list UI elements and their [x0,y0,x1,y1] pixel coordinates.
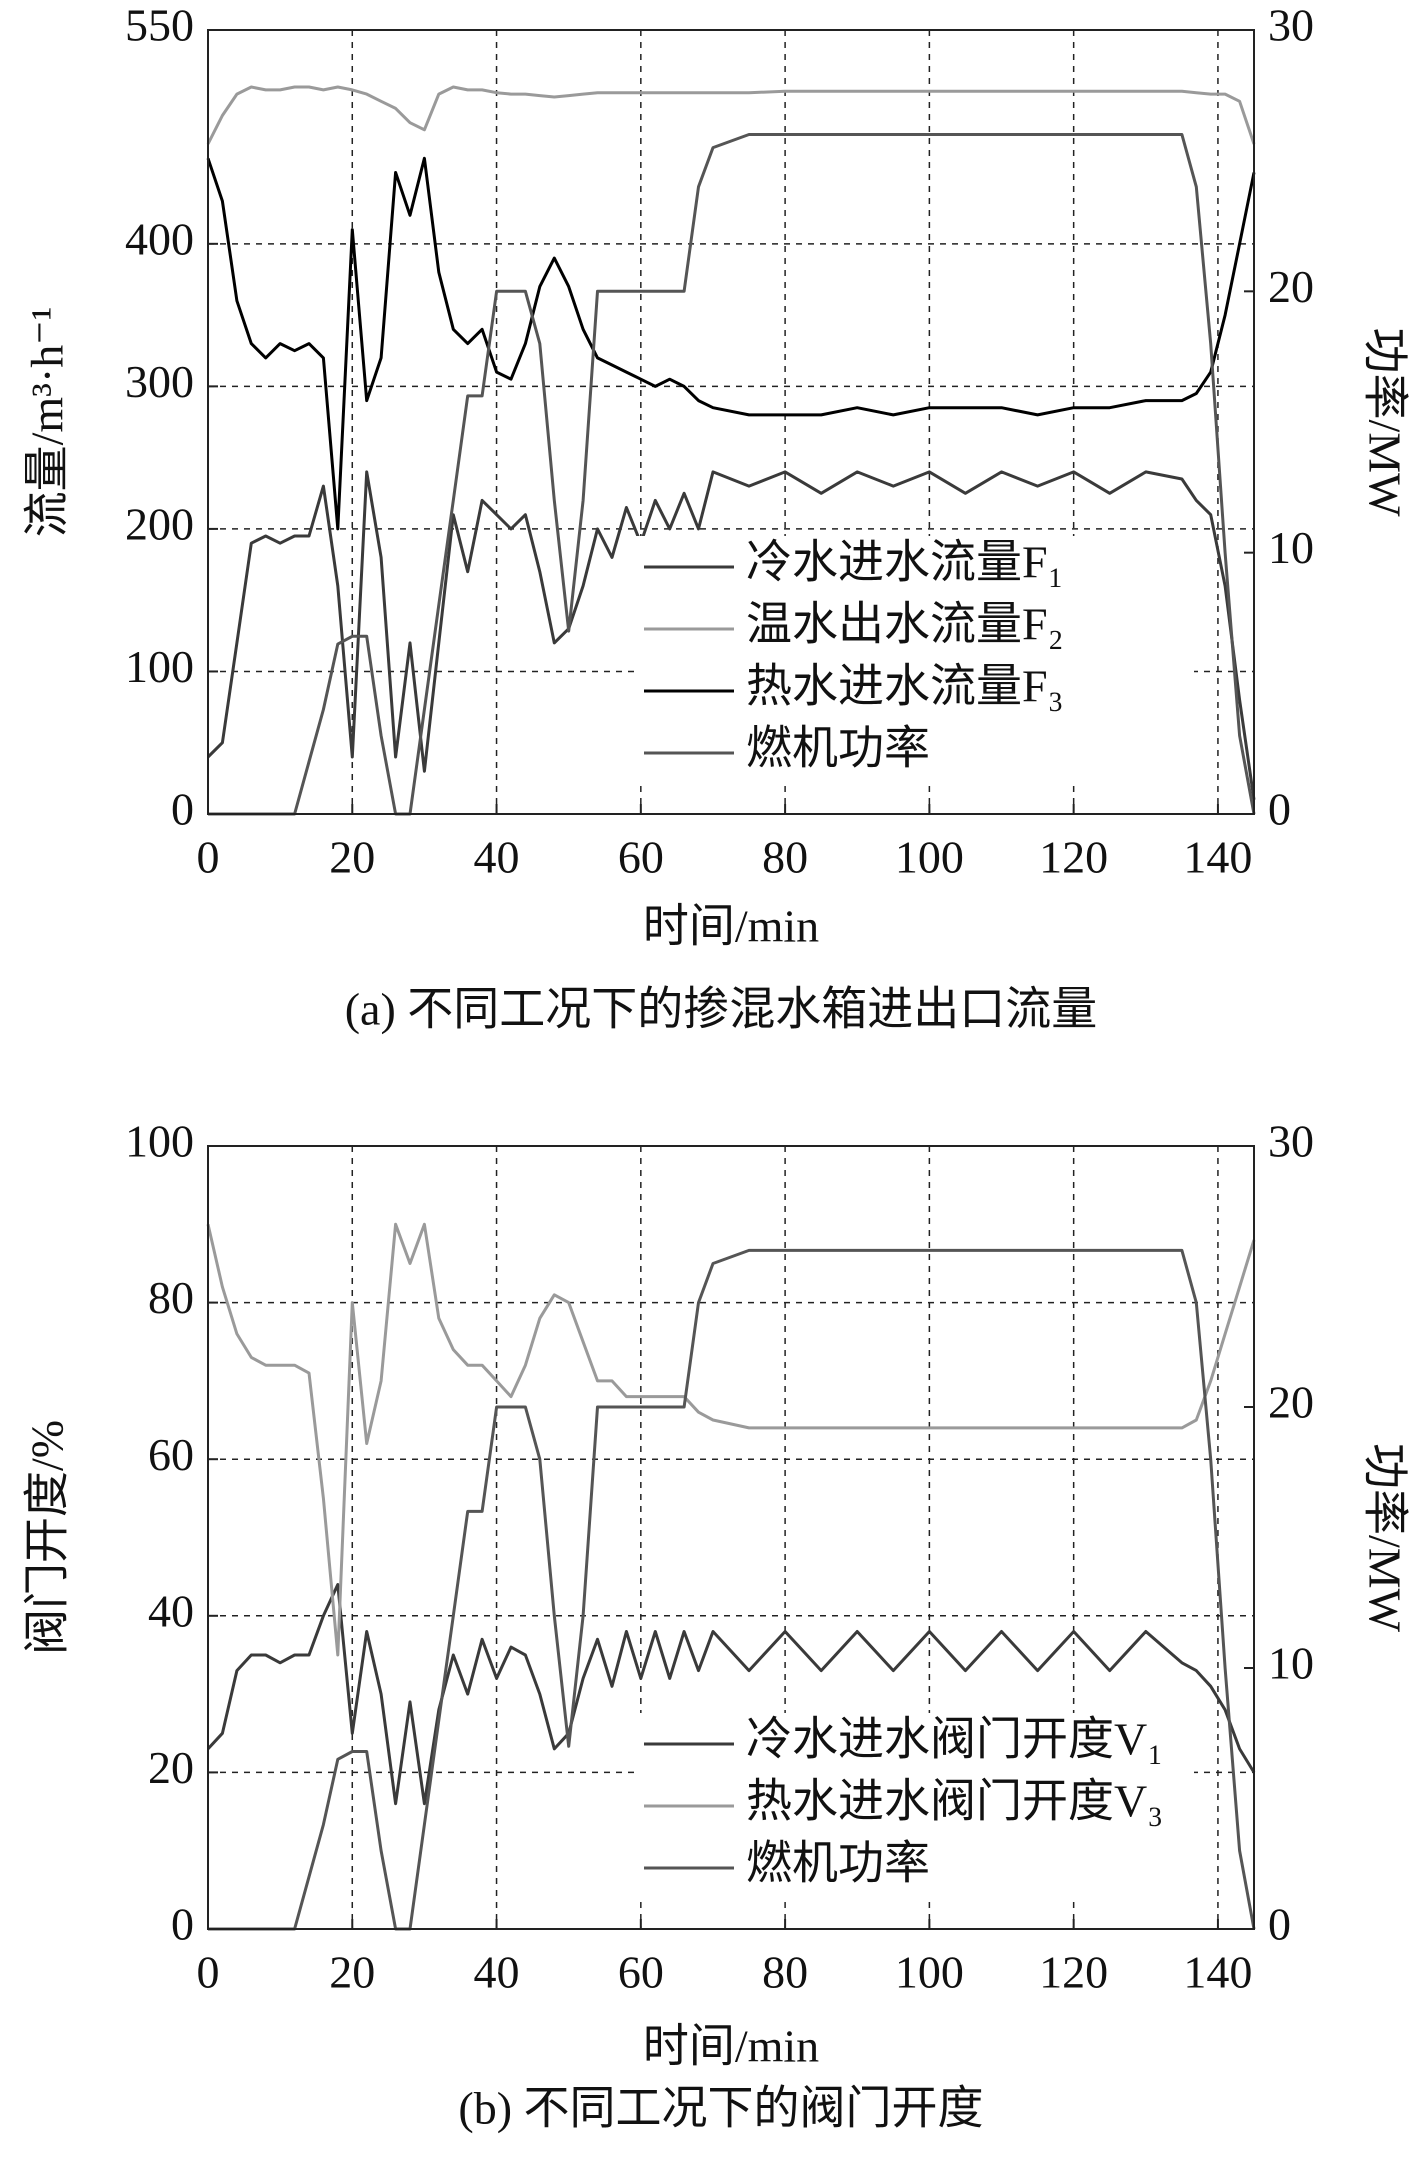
y-tick-label: 100 [125,1116,194,1167]
y2-tick-label: 30 [1268,0,1314,51]
y2-axis-label: 功率/MW [1359,1443,1410,1633]
x-tick-label: 20 [329,1947,375,1998]
y2-tick-label: 10 [1268,522,1314,573]
y2-tick-label: 20 [1268,261,1314,312]
x-tick-label: 140 [1183,1947,1252,1998]
x-tick-label: 80 [762,832,808,883]
y-tick-label: 100 [125,641,194,692]
x-tick-label: 60 [618,1947,664,1998]
y-axis-label: 阀门开度/% [22,1420,73,1655]
x-tick-label: 40 [474,832,520,883]
legend-label: 冷水进水流量F₁ [746,537,1064,588]
plot-frame [207,29,1255,815]
x-tick-label: 0 [197,832,220,883]
y2-tick-label: 10 [1268,1638,1314,1689]
x-tick-label: 80 [762,1947,808,1998]
caption: (b) 不同工况下的阀门开度 [458,2083,983,2134]
x-tick-label: 20 [329,832,375,883]
legend-label: 温水出水流量F₂ [746,599,1064,650]
legend-label: 热水进水流量F₃ [746,661,1064,712]
legend-label: 热水进水阀门开度V₃ [746,1776,1163,1827]
x-tick-label: 100 [895,832,964,883]
x-tick-label: 100 [895,1947,964,1998]
x-tick-label: 120 [1039,1947,1108,1998]
series-line [206,85,1256,145]
x-tick-label: 140 [1183,832,1252,883]
plot-frame [207,1145,1255,1930]
legend-label: 燃机功率 [746,1838,930,1889]
x-tick-label: 0 [197,1947,220,1998]
y-tick-label: 300 [125,356,194,407]
caption: (a) 不同工况下的掺混水箱进出口流量 [345,984,1098,1035]
legend: 冷水进水流量F₁ 温水出水流量F₂ 热水进水流量F₃ 燃机功率 [634,536,1194,784]
y2-tick-label: 30 [1268,1116,1314,1167]
y2-tick-label: 20 [1268,1377,1314,1428]
legend: 冷水进水阀门开度V₁ 热水进水阀门开度V₃ 燃机功率 [634,1713,1194,1899]
x-axis-label: 时间/min [643,901,819,952]
series-line [206,470,1256,800]
x-tick-label: 40 [474,1947,520,1998]
legend-label: 冷水进水阀门开度V₁ [746,1714,1163,1765]
y-tick-label: 20 [148,1742,194,1793]
y-tick-label: 60 [148,1429,194,1480]
y-tick-label: 0 [171,784,194,835]
series-line [206,1583,1256,1806]
y-axis-label: 流量/m³·h⁻¹ [22,307,73,538]
y-tick-label: 550 [125,0,194,51]
legend-label: 燃机功率 [746,723,930,774]
series-line [208,1248,1256,1931]
y2-tick-label: 0 [1268,784,1291,835]
x-tick-label: 60 [618,832,664,883]
y-tick-label: 80 [148,1272,194,1323]
series-line [208,133,1256,816]
series-line [206,156,1256,531]
y-tick-label: 0 [171,1899,194,1950]
y-tick-label: 200 [125,498,194,549]
x-tick-label: 120 [1039,832,1108,883]
y-tick-label: 400 [125,213,194,264]
x-axis-label: 时间/min [643,2021,819,2072]
series-line [206,1222,1256,1657]
y2-axis-label: 功率/MW [1359,327,1410,517]
legend-box [634,536,1194,784]
y2-tick-label: 0 [1268,1899,1291,1950]
y-tick-label: 40 [148,1585,194,1636]
